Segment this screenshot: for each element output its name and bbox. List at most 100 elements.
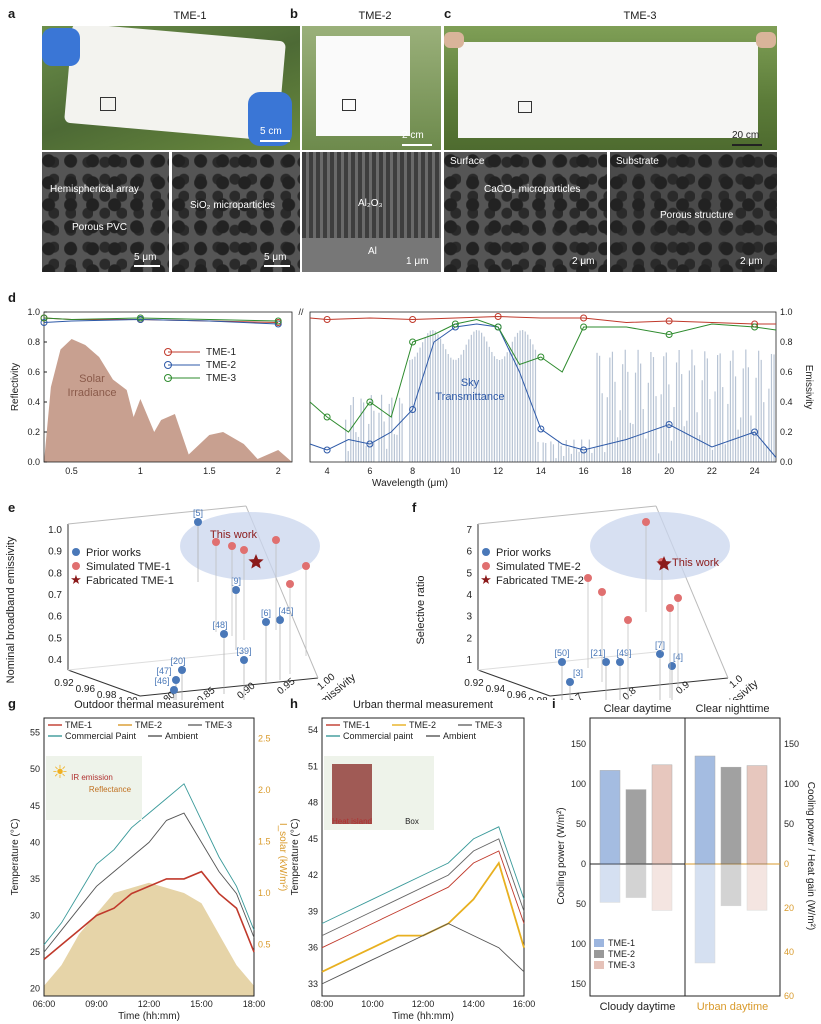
sky-transmittance-bar xyxy=(370,395,372,462)
y-axis-label: Temperature (°C) xyxy=(10,819,21,896)
y2-tick-label: 0 xyxy=(784,859,789,869)
sky-transmittance-bar xyxy=(347,451,349,462)
sky-transmittance-bar xyxy=(632,424,634,462)
sky-transmittance-bar xyxy=(516,332,519,462)
panel-label-h: h xyxy=(290,696,298,711)
sky-transmittance-bar xyxy=(491,351,493,462)
simulated-point xyxy=(642,518,650,526)
y-tick-label: 0.8 xyxy=(48,568,62,579)
photo-tme2: 2 cm xyxy=(302,26,441,150)
label-cloudy-daytime: Cloudy daytime xyxy=(600,1001,676,1013)
series-marker xyxy=(580,446,588,454)
panel-label-d: d xyxy=(8,290,16,305)
legend-marker xyxy=(482,548,490,556)
sky-transmittance-bar xyxy=(452,359,454,462)
sky-transmittance-bar xyxy=(640,363,642,462)
legend-label: TME-2 xyxy=(409,720,436,730)
sky-transmittance-bar xyxy=(550,441,552,462)
scale-sem-a1: 5 μm xyxy=(134,252,157,263)
y2-tick-label: 2.0 xyxy=(258,785,271,795)
sky-transmittance-bar xyxy=(688,370,690,462)
series-marker xyxy=(409,338,417,346)
fabricated-star xyxy=(656,556,672,571)
legend-label: TME-1 xyxy=(608,938,635,948)
legend-label: Simulated TME-2 xyxy=(496,561,581,573)
sky-transmittance-bar xyxy=(563,455,565,462)
legend-label: TME-3 xyxy=(608,960,635,970)
y-tick-label: 3 xyxy=(466,612,472,623)
sky-transmittance-bar xyxy=(706,358,708,462)
prior-work-label: [21] xyxy=(590,648,605,658)
axis-break: // xyxy=(298,307,304,317)
legend-marker xyxy=(164,374,172,382)
sky-transmittance-bar xyxy=(727,403,729,462)
sky-transmittance-bar xyxy=(624,349,626,462)
sky-transmittance-bar xyxy=(606,397,608,462)
x-tick-label: 0.5 xyxy=(65,466,78,476)
prior-work-point xyxy=(220,630,228,638)
sky-transmittance-bar xyxy=(560,445,562,462)
prior-work-point xyxy=(194,518,202,526)
sem-title-surface: Surface xyxy=(450,156,485,167)
sem-label-hemispherical: Hemispherical array xyxy=(50,184,139,195)
prior-work-label: [20] xyxy=(170,656,185,666)
sky-transmittance-bar xyxy=(439,338,442,462)
sky-transmittance-bar xyxy=(599,355,601,462)
y-tick-label: 1 xyxy=(466,655,472,666)
sky-transmittance-bar xyxy=(522,330,524,462)
chart-g: Outdoor thermal measurement 20 25 30 35 40 45 5… xyxy=(10,699,288,1022)
scale-sem-b: 1 μm xyxy=(406,256,429,267)
y2-tick-label: 0.8 xyxy=(780,337,793,347)
panel-label-c: c xyxy=(444,6,452,21)
prior-work-label: [50] xyxy=(554,648,569,658)
legend-marker-star: ★ xyxy=(70,572,82,587)
sem-label-al2o3: Al₂O₃ xyxy=(358,198,383,209)
simulated-point xyxy=(598,588,606,596)
series-marker xyxy=(409,316,417,323)
sky-transmittance-bar xyxy=(496,358,498,462)
sky-transmittance-bar xyxy=(745,349,747,462)
sky-transmittance-bar xyxy=(519,330,521,462)
prior-work-point xyxy=(668,662,676,670)
sky-transmittance-bar xyxy=(732,350,734,462)
y-tick-label: 50 xyxy=(576,899,586,909)
series-marker xyxy=(323,316,331,323)
x-tick-label: 10:00 xyxy=(361,999,384,1009)
legend-marker xyxy=(164,348,172,356)
sky-transmittance-bar xyxy=(717,355,719,462)
legend-label: Simulated TME-1 xyxy=(86,561,171,573)
sky-transmittance-bar xyxy=(363,402,365,462)
panel-label-e: e xyxy=(8,500,16,515)
prior-work-label: [48] xyxy=(212,620,227,630)
sem-label-al: Al xyxy=(368,246,377,257)
annotation-solar: Solar xyxy=(79,373,105,385)
this-work-region xyxy=(590,512,730,580)
sky-transmittance-bar xyxy=(647,382,649,462)
x-tick-label: 22 xyxy=(707,466,717,476)
annotation-transmittance: Transmittance xyxy=(435,391,504,403)
y-tick-label: 5 xyxy=(466,568,472,579)
sky-transmittance-bar xyxy=(365,445,367,462)
series-marker xyxy=(366,398,374,406)
prior-work-label: [9] xyxy=(231,576,241,586)
legend-marker xyxy=(72,562,80,570)
y-tick-label: 150 xyxy=(571,979,586,989)
series-line-tme-3 xyxy=(321,838,525,937)
sky-transmittance-bar xyxy=(545,443,547,462)
y-axis-label: Temperature (°C) xyxy=(290,819,301,896)
x-tick-label: 16 xyxy=(579,466,589,476)
sky-transmittance-bar xyxy=(357,436,360,462)
chart-f: 12345670.920.940.960.980.70.80.91.0Selec… xyxy=(415,505,761,700)
x-tick-label: 0.96 xyxy=(507,690,527,700)
y2-tick-label: 0.0 xyxy=(780,457,793,467)
series-marker xyxy=(409,406,417,413)
series-marker xyxy=(323,413,331,421)
this-work-region xyxy=(180,512,320,580)
series-line-tme-1 xyxy=(321,850,525,949)
x-tick-label: 09:00 xyxy=(85,999,108,1009)
annotation-this-work: This work xyxy=(210,529,258,541)
sky-transmittance-bar xyxy=(350,405,352,462)
sky-transmittance-bar xyxy=(614,381,616,462)
x-tick-label: 0.94 xyxy=(486,684,506,695)
legend-label: TME-3 xyxy=(206,373,236,384)
